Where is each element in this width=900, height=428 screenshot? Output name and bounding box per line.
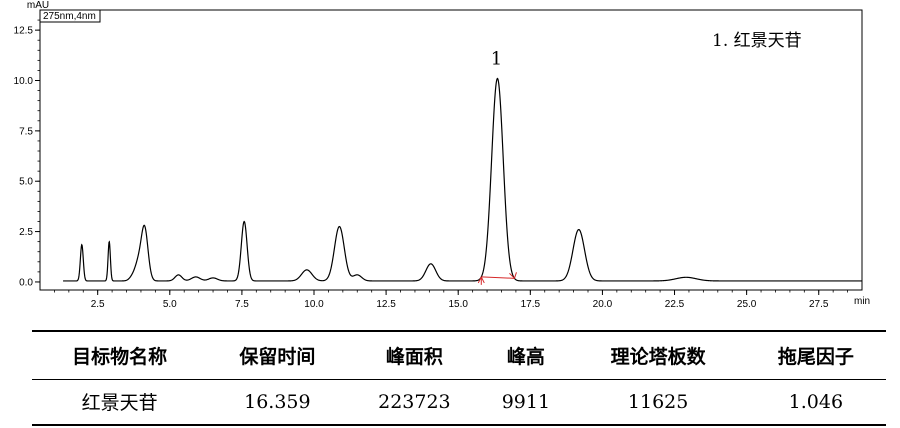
header-compound-name: 目标物名称 <box>72 345 168 368</box>
peak-labels: 1 <box>491 48 502 69</box>
x-tick-label: 15.0 <box>448 299 468 310</box>
x-tick-label: 22.5 <box>665 299 685 310</box>
x-tick-label: 25.0 <box>737 299 757 310</box>
plot-frame <box>39 9 863 291</box>
y-tick-label: 7.5 <box>19 126 33 137</box>
header-peak-height: 峰高 <box>506 345 545 368</box>
x-tick-label: 17.5 <box>521 299 541 310</box>
x-tick-label: 5.0 <box>163 299 177 310</box>
integration-markers <box>477 272 517 285</box>
cell-compound-name: 红景天苷 <box>81 392 158 415</box>
cell-peak-height: 9911 <box>501 390 551 413</box>
y-tick-label: 5.0 <box>19 177 33 188</box>
x-tick-label: 12.5 <box>376 299 396 310</box>
chromatogram-trace <box>63 77 862 282</box>
channel-label-box <box>39 9 101 23</box>
x-tick-label: 2.5 <box>91 299 105 310</box>
cell-theoretical-plates: 11625 <box>627 390 689 413</box>
y-tick-label: 12.5 <box>14 26 34 37</box>
integration-baseline <box>481 276 515 279</box>
cell-tailing-factor: 1.046 <box>788 390 844 413</box>
peak-number-label: 1 <box>491 48 502 69</box>
y-axis-unit-label: mAU <box>27 0 49 11</box>
header-theoretical-plates: 理论塔板数 <box>610 345 706 368</box>
y-tick-label: 0.0 <box>19 277 33 288</box>
table-row: 红景天苷 16.359 223723 9911 11625 1.046 <box>32 379 886 425</box>
header-tailing-factor: 拖尾因子 <box>777 345 854 368</box>
x-tick-label: 20.0 <box>593 299 613 310</box>
y-tick-label: 2.5 <box>19 227 33 238</box>
channel-label: 275nm,4nm <box>43 11 96 22</box>
results-table: 目标物名称 保留时间 峰面积 峰高 理论塔板数 拖尾因子 红景天苷 16.359… <box>32 330 886 426</box>
peak-end-marker <box>509 272 517 279</box>
compound-legend: 1. 红景天苷 <box>712 31 802 51</box>
header-retention-time: 保留时间 <box>239 345 316 368</box>
x-axis-unit-label: min <box>854 296 870 307</box>
cell-peak-area: 223723 <box>378 390 451 413</box>
x-tick-label: 7.5 <box>235 299 249 310</box>
axes <box>39 9 863 291</box>
chromatogram-chart: 2.5 5.0 7.5 10.0 12.5 15.0 17.5 20.0 22.5 25.0 27.… <box>14 0 871 310</box>
x-tick-label: 27.5 <box>809 299 829 310</box>
peak-start-marker <box>477 276 485 285</box>
header-peak-area: 峰面积 <box>385 345 443 368</box>
x-tick-label: 10.0 <box>304 299 324 310</box>
y-tick-label: 10.0 <box>14 76 34 87</box>
results-header-row: 目标物名称 保留时间 峰面积 峰高 理论塔板数 拖尾因子 <box>32 331 886 379</box>
tick-marks: 2.5 5.0 7.5 10.0 12.5 15.0 17.5 20.0 22.5 25.0 27.… <box>14 19 848 310</box>
cell-retention-time: 16.359 <box>244 390 311 413</box>
